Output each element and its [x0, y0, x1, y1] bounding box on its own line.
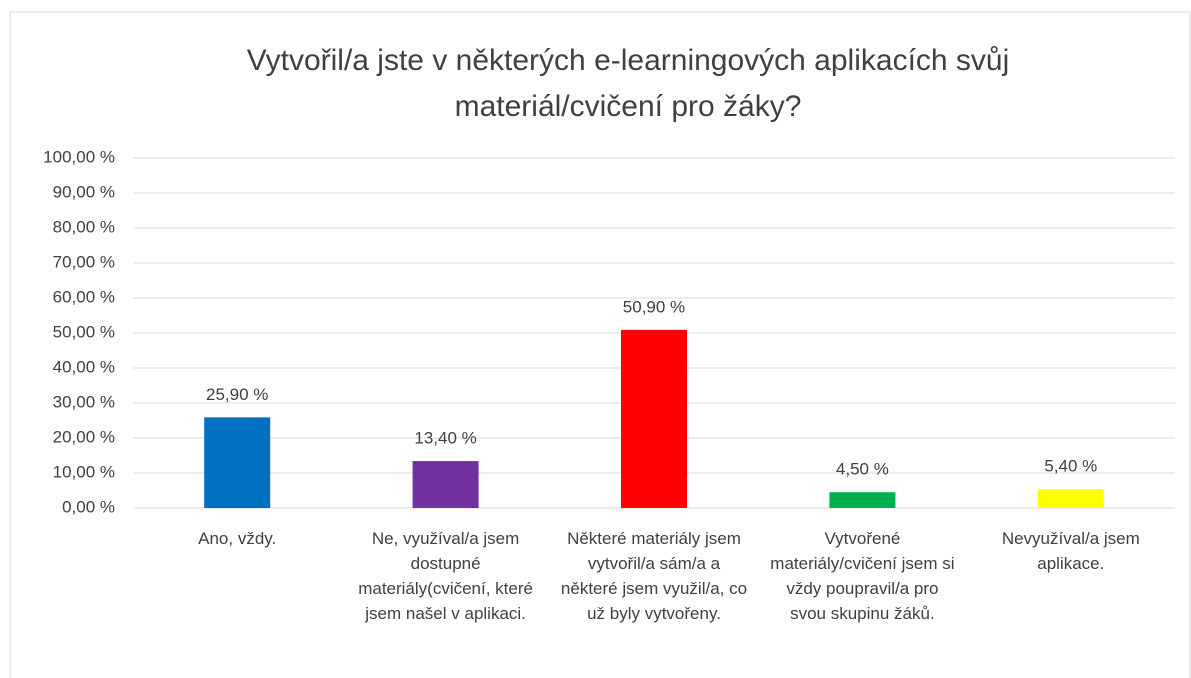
x-tick-label: Ne, využíval/a jsem dostupné materiály(cvi… [358, 529, 533, 623]
value-label: 4,50 % [836, 460, 889, 479]
value-label: 13,40 % [414, 429, 476, 448]
y-tick-label: 80,00 % [53, 217, 115, 236]
bar [204, 417, 271, 508]
y-tick-label: 20,00 % [53, 427, 115, 446]
y-tick-label: 50,00 % [53, 322, 115, 341]
x-tick-label: Vytvořené materiály/cvičení jsem si vždy p… [770, 529, 954, 623]
bar [829, 492, 896, 508]
x-tick-label: Ano, vždy. [198, 529, 276, 548]
bar [1037, 489, 1104, 508]
y-tick-label: 90,00 % [53, 182, 115, 201]
y-tick-label: 100,00 % [43, 147, 115, 166]
y-tick-label: 40,00 % [53, 357, 115, 376]
chart-title: Vytvořil/a jste v některých e-learningov… [247, 44, 1010, 123]
x-tick-label: Nevyužíval/a jsem aplikace. [1002, 529, 1140, 573]
y-tick-label: 60,00 % [53, 287, 115, 306]
bar [621, 329, 687, 508]
value-label: 5,40 % [1044, 457, 1097, 476]
y-tick-label: 10,00 % [53, 462, 115, 481]
chart-frame [9, 11, 1191, 678]
y-tick-label: 30,00 % [53, 392, 115, 411]
y-tick-label: 70,00 % [53, 252, 115, 271]
bar [412, 461, 479, 508]
value-label: 50,90 % [623, 297, 685, 316]
value-label: 25,90 % [206, 385, 268, 404]
x-tick-label: Některé materiály jsem vytvořil/a sám/a a… [561, 529, 747, 623]
y-tick-label: 0,00 % [62, 497, 115, 516]
